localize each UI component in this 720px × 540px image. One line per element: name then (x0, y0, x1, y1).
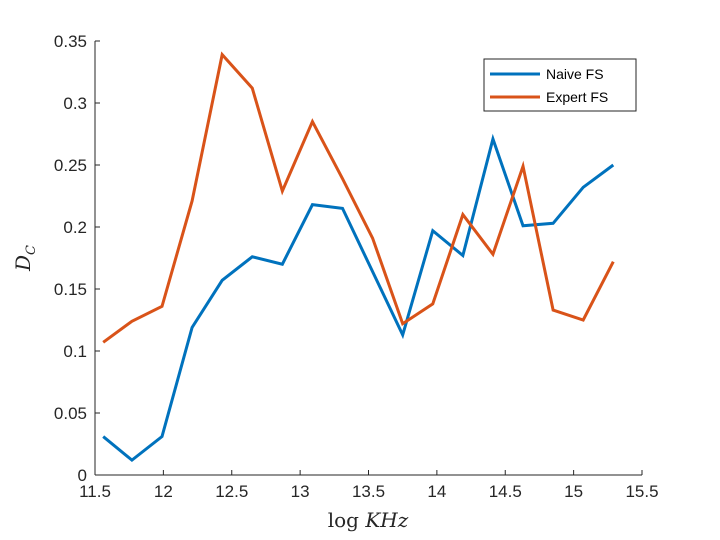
series-line-expert-fs (102, 51, 615, 344)
x-tick-label: 12 (154, 482, 173, 501)
x-tick-label: 12.5 (215, 482, 248, 501)
legend-label-naive: Naive FS (546, 66, 604, 82)
y-tick-label: 0.25 (54, 156, 87, 175)
y-tick-label: 0 (78, 466, 87, 485)
x-tick-label: 15.5 (625, 482, 658, 501)
x-tick-label: 13 (291, 482, 310, 501)
legend-label-expert: Expert FS (546, 89, 608, 105)
series-line-naive-fs (102, 133, 615, 463)
x-tick-label: 11.5 (79, 482, 111, 501)
ticks: 11.5 12 12.5 13 13.5 14 14.5 15 15.5 0 0.05 0.1 0.15… (54, 32, 659, 501)
x-tick-label: 15 (564, 482, 583, 501)
y-tick-label: 0.3 (63, 94, 87, 113)
y-axis-title: DC (11, 245, 39, 272)
x-tick-label: 14 (427, 482, 446, 501)
series-lines (102, 51, 615, 463)
y-tick-label: 0.35 (54, 32, 87, 51)
x-tick-label: 13.5 (352, 482, 385, 501)
y-tick-label: 0.05 (54, 404, 87, 423)
plot-area (95, 41, 642, 475)
x-axis-title: log KHz (328, 508, 409, 532)
legend-box (483, 58, 637, 112)
y-tick-label: 0.15 (54, 280, 87, 299)
y-tick-label: 0.2 (63, 218, 87, 237)
legend: Naive FS Expert FS (483, 58, 637, 112)
y-tick-label: 0.1 (63, 342, 87, 361)
x-tick-label: 14.5 (489, 482, 522, 501)
